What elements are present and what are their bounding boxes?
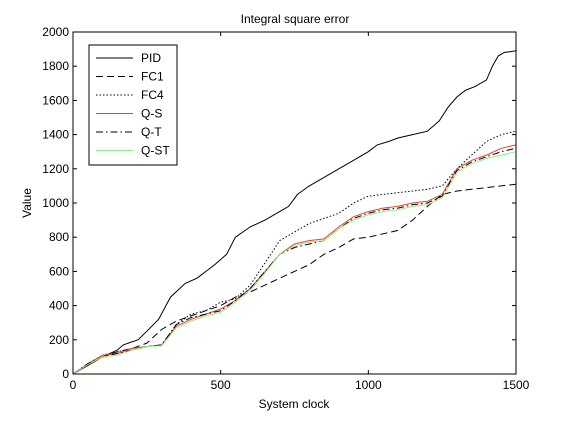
x-tick-label: 500: [211, 378, 231, 392]
plot-area: [72, 50, 517, 375]
x-tick-label: 0: [70, 378, 77, 392]
y-tick-label: 1000: [42, 196, 69, 210]
y-tick-label: 1200: [42, 162, 69, 176]
legend-label: Q-ST: [141, 144, 170, 158]
y-tick-label: 800: [49, 230, 69, 244]
y-tick-label: 0: [62, 367, 69, 381]
y-tick-label: 600: [49, 264, 69, 278]
y-tick-label: 1800: [42, 59, 69, 73]
y-tick-label: 1600: [42, 93, 69, 107]
legend-box: [88, 44, 178, 166]
series-line-0: [72, 50, 517, 375]
chart-title: Integral square error: [241, 12, 350, 26]
y-axis-label: Value: [20, 188, 34, 218]
y-tick-label: 1400: [42, 128, 69, 142]
y-tick-label: 2000: [42, 25, 69, 39]
series-line-1: [72, 183, 517, 375]
legend-label: PID: [141, 51, 161, 65]
x-tick-label: 1500: [503, 378, 530, 392]
legend-label: Q-T: [141, 125, 162, 139]
legend: PID FC1 FC4 Q-S Q-T Q-ST: [88, 44, 178, 166]
x-axis-label: System clock: [259, 397, 331, 411]
x-tick-label: 1000: [355, 378, 382, 392]
series-line-4: [72, 147, 517, 375]
legend-label: FC4: [141, 88, 164, 102]
y-tick-label: 200: [49, 333, 69, 347]
y-tick-label: 400: [49, 299, 69, 313]
legend-label: FC1: [141, 70, 164, 84]
axes-frame: [72, 31, 517, 375]
axis-ticks: 0 500 1000 1500 0 200 400 600 800 1000 1200 1400 160…: [42, 25, 529, 392]
legend-label: Q-S: [141, 107, 162, 121]
series-line-5: [72, 151, 517, 375]
